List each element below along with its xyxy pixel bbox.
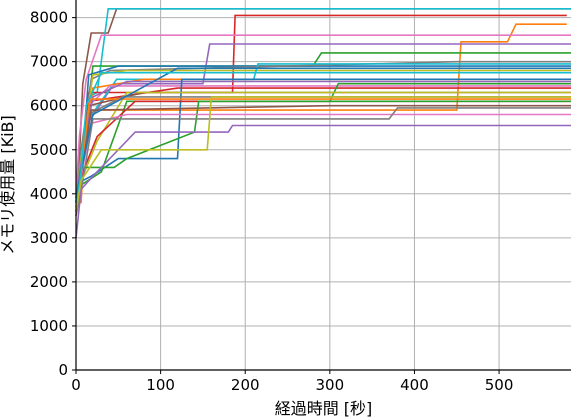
series-line-25 [75, 113, 571, 212]
y-tick-label: 2000 [30, 273, 68, 291]
series-line-29 [75, 71, 571, 208]
series-line-23 [75, 104, 571, 216]
series-line-4 [76, 23, 567, 204]
series-line-22 [75, 100, 571, 212]
series-line-24 [75, 100, 571, 212]
series-line-5 [75, 34, 571, 194]
grid-layer [75, 0, 571, 371]
y-tick-label: 1000 [30, 317, 68, 335]
series-line-17 [75, 78, 571, 203]
x-tick-label: 500 [485, 376, 514, 394]
series-line-26 [75, 107, 571, 216]
series-line-14 [75, 85, 571, 203]
x-tick-label: 200 [231, 376, 260, 394]
series-line-30 [75, 96, 571, 212]
x-tick-label: 300 [316, 376, 345, 394]
series-line-3 [75, 14, 567, 199]
series-line-10 [75, 69, 571, 199]
x-tick-label: 400 [400, 376, 429, 394]
series-line-16 [75, 80, 571, 199]
y-tick-label: 4000 [30, 185, 68, 203]
series-layer [75, 8, 571, 238]
series-line-11 [75, 63, 571, 203]
x-tick-label: 100 [146, 376, 175, 394]
series-line-27 [75, 124, 571, 238]
series-line-13 [75, 78, 571, 203]
y-tick-label: 3000 [30, 229, 68, 247]
y-tick-label: 0 [58, 361, 68, 379]
y-tick-label: 5000 [30, 141, 68, 159]
y-axis-label: メモリ使用量 [KiB] [0, 115, 17, 255]
x-axis-label: 経過時間 [秒] [275, 399, 373, 418]
x-tick-label: 0 [71, 376, 81, 394]
y-tick-label: 6000 [30, 97, 68, 115]
axis-layer: 0 100 200 300 400 500010002000300040005000600… [30, 0, 571, 394]
y-tick-label: 8000 [30, 9, 68, 27]
y-tick-label: 7000 [30, 53, 68, 71]
